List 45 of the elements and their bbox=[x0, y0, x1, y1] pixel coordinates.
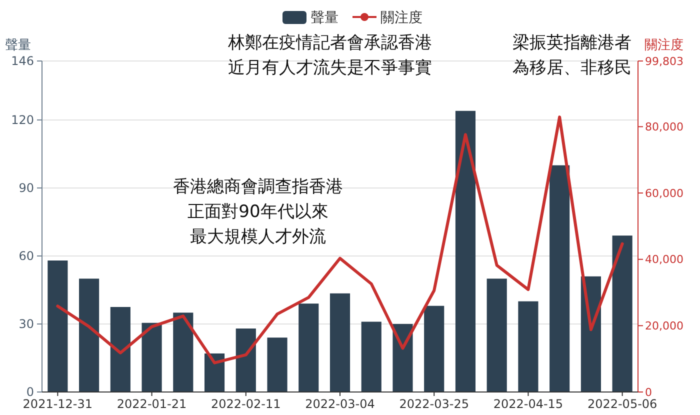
bar bbox=[298, 304, 319, 392]
annotation: 梁振英指離港者為移居、非移民 bbox=[512, 33, 632, 78]
bar bbox=[267, 338, 288, 392]
bar bbox=[173, 312, 194, 392]
y2-tick-label: 80,000 bbox=[645, 120, 684, 134]
bar bbox=[612, 236, 632, 392]
line-series bbox=[56, 116, 624, 364]
bar bbox=[486, 278, 507, 392]
bar bbox=[518, 301, 538, 392]
y-axis-title: 聲量 bbox=[5, 38, 31, 53]
bar bbox=[455, 110, 476, 392]
bar bbox=[110, 306, 130, 392]
y2-tick-label: 40,000 bbox=[645, 253, 684, 266]
bar bbox=[142, 322, 162, 392]
x-tick-label: 2021-12-31 bbox=[22, 397, 93, 411]
y-tick-label: 30 bbox=[18, 317, 34, 332]
x-tick-label: 2022-04-15 bbox=[493, 397, 564, 411]
y2-tick-label: 99,803 bbox=[645, 54, 684, 68]
x-tick-label: 2022-05-06 bbox=[587, 397, 658, 411]
bar bbox=[204, 353, 225, 392]
legend-label: 關注度 bbox=[380, 10, 422, 26]
y-tick-label: 90 bbox=[18, 181, 34, 196]
bar bbox=[424, 306, 444, 392]
bar bbox=[550, 165, 570, 392]
bar bbox=[361, 322, 382, 392]
y2-tick-label: 60,000 bbox=[645, 186, 684, 200]
y-tick-label: 60 bbox=[18, 249, 34, 264]
legend-label: 聲量 bbox=[310, 10, 338, 26]
y-tick-label: 146 bbox=[11, 54, 34, 68]
y2-tick-label: 0 bbox=[645, 386, 652, 399]
bar bbox=[392, 324, 413, 392]
annotation: 香港總商會調查指香港正面對90年代以來最大規模人才外流 bbox=[173, 177, 343, 247]
bar bbox=[79, 278, 100, 392]
bar bbox=[236, 328, 256, 392]
y-tick-label: 120 bbox=[11, 113, 34, 128]
bar bbox=[48, 260, 68, 392]
annotation: 林鄭在疫情記者會承認香港近月有人才流失是不爭事實 bbox=[227, 33, 432, 78]
y2-axis-title: 關注度 bbox=[644, 37, 684, 53]
y2-tick-label: 20,000 bbox=[645, 320, 684, 333]
x-tick-label: 2022-03-25 bbox=[399, 397, 469, 411]
x-tick-label: 2022-02-11 bbox=[211, 397, 281, 411]
x-tick-label: 2022-03-04 bbox=[305, 397, 375, 411]
bar bbox=[330, 293, 350, 392]
x-tick-label: 2022-01-21 bbox=[116, 397, 187, 411]
y-tick-label: 0 bbox=[26, 385, 34, 400]
